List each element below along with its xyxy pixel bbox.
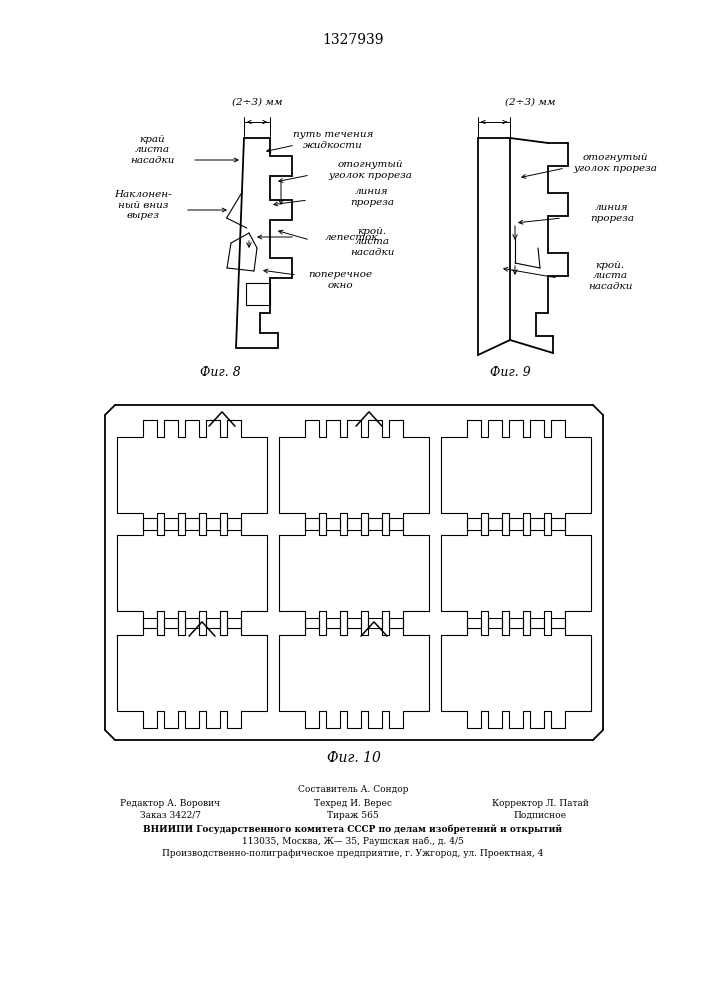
Text: Фиг. 9: Фиг. 9 [490,365,530,378]
Text: 1327939: 1327939 [322,33,384,47]
Text: отогнутый
уголок прореза: отогнутый уголок прореза [328,160,412,180]
Text: Фиг. 10: Фиг. 10 [327,751,381,765]
Text: Составитель А. Сондор: Составитель А. Сондор [298,785,408,794]
Text: Подписное: Подписное [513,811,566,820]
Text: Фиг. 8: Фиг. 8 [199,365,240,378]
Text: край
листа
насадки: край листа насадки [130,135,174,165]
Text: отогнутый
уголок прореза: отогнутый уголок прореза [573,153,657,173]
Text: линия
прореза: линия прореза [350,187,394,207]
Text: поперечное
окно: поперечное окно [308,270,372,290]
Text: Тираж 565: Тираж 565 [327,811,379,820]
Text: путь течения
жидкости: путь течения жидкости [293,130,373,150]
Text: Корректор Л. Патай: Корректор Л. Патай [491,799,588,808]
Text: (2÷3) мм: (2÷3) мм [232,98,282,107]
Text: Наклонен-
ный вниз
вырез: Наклонен- ный вниз вырез [115,190,172,220]
Text: Заказ 3422/7: Заказ 3422/7 [139,811,201,820]
Text: ВНИИПИ Государственного комитета СССР по делам изобретений и открытий: ВНИИПИ Государственного комитета СССР по… [144,825,563,834]
Text: (2÷3) мм: (2÷3) мм [505,98,555,107]
Text: Техред И. Верес: Техред И. Верес [314,799,392,808]
Text: 113035, Москва, Ж— 35, Раушская наб., д. 4/5: 113035, Москва, Ж— 35, Раушская наб., д.… [242,837,464,846]
Text: крой.
листа
насадки: крой. листа насадки [350,227,395,257]
Text: крой.
листа
насадки: крой. листа насадки [588,261,632,291]
Text: лепесток: лепесток [325,232,379,241]
Text: Производственно-полиграфическое предприятие, г. Ужгород, ул. Проектная, 4: Производственно-полиграфическое предприя… [163,849,544,858]
Text: Редактор А. Ворович: Редактор А. Ворович [120,799,220,808]
Text: линия
прореза: линия прореза [590,203,634,223]
